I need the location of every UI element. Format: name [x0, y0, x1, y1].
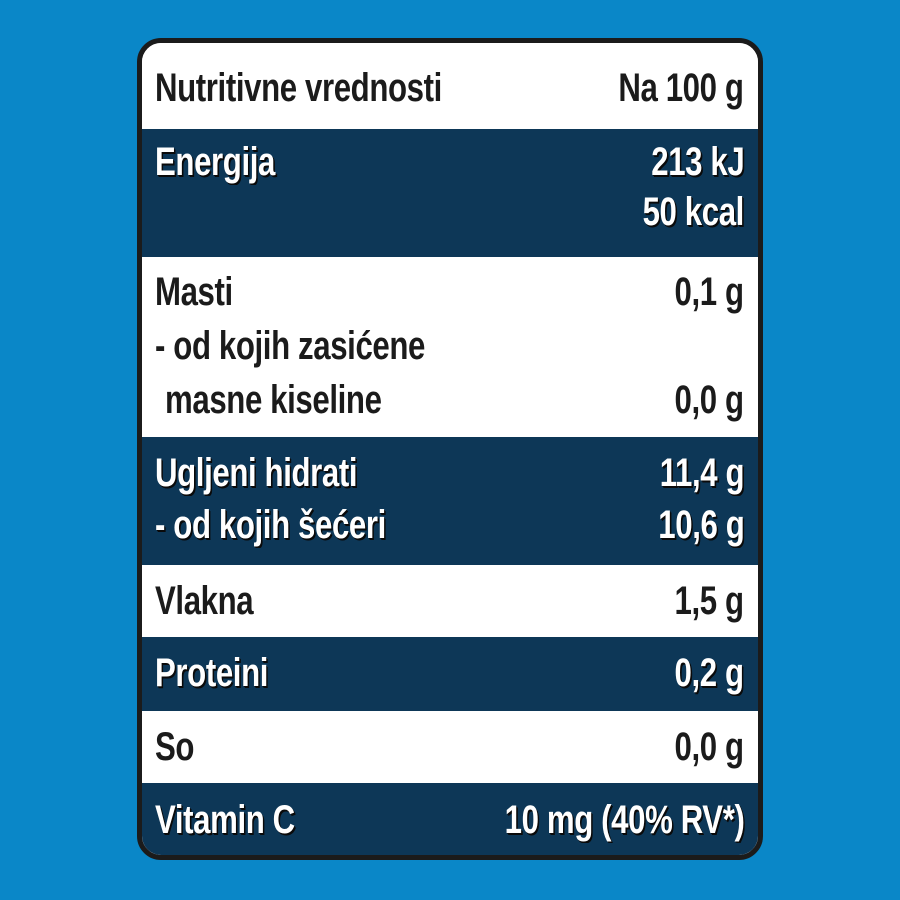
saturated-fat-label-line2: masne kiseline [165, 377, 382, 422]
energy-kcal-value: 50 kcal [642, 189, 745, 234]
protein-value: 0,2 g [674, 650, 745, 695]
salt-value: 0,0 g [674, 724, 745, 769]
sugars-label: - od kojih šećeri [155, 502, 386, 547]
fat-label: Masti [155, 269, 233, 314]
salt-row: So 0,0 g [142, 711, 758, 783]
energy-kj-value: 213 kJ [650, 139, 744, 184]
per-amount-label: Na 100 g [618, 65, 745, 110]
energy-row: Energija 213 kJ 50 kcal [142, 129, 758, 257]
carbohydrates-value: 11,4 g [659, 450, 745, 495]
saturated-fat-label-line1: - od kojih zasićene [155, 323, 426, 368]
energy-label: Energija [155, 139, 275, 184]
sugars-value: 10,6 g [657, 502, 745, 547]
fiber-row: Vlakna 1,5 g [142, 565, 758, 637]
saturated-fat-value: 0,0 g [674, 377, 745, 422]
fat-value: 0,1 g [674, 269, 745, 314]
vitamin-c-row: Vitamin C 10 mg (40% RV*) [142, 783, 758, 855]
table-title: Nutritivne vrednosti [155, 65, 442, 110]
header-row: Nutritivne vrednosti Na 100 g [142, 43, 758, 129]
vitamin-c-label: Vitamin C [155, 797, 295, 842]
salt-label: So [155, 724, 195, 769]
fiber-label: Vlakna [155, 578, 254, 623]
fat-row: Masti 0,1 g - od kojih zasićene masne ki… [142, 257, 758, 437]
nutrition-label: Nutritivne vrednosti Na 100 g Energija 2… [137, 38, 763, 860]
carbohydrates-label: Ugljeni hidrati [155, 450, 358, 495]
carbohydrates-row: Ugljeni hidrati 11,4 g - od kojih šećeri… [142, 437, 758, 565]
protein-row: Proteini 0,2 g [142, 637, 758, 711]
protein-label: Proteini [155, 650, 269, 695]
vitamin-c-value: 10 mg (40% RV*) [504, 797, 744, 842]
fiber-value: 1,5 g [674, 578, 745, 623]
